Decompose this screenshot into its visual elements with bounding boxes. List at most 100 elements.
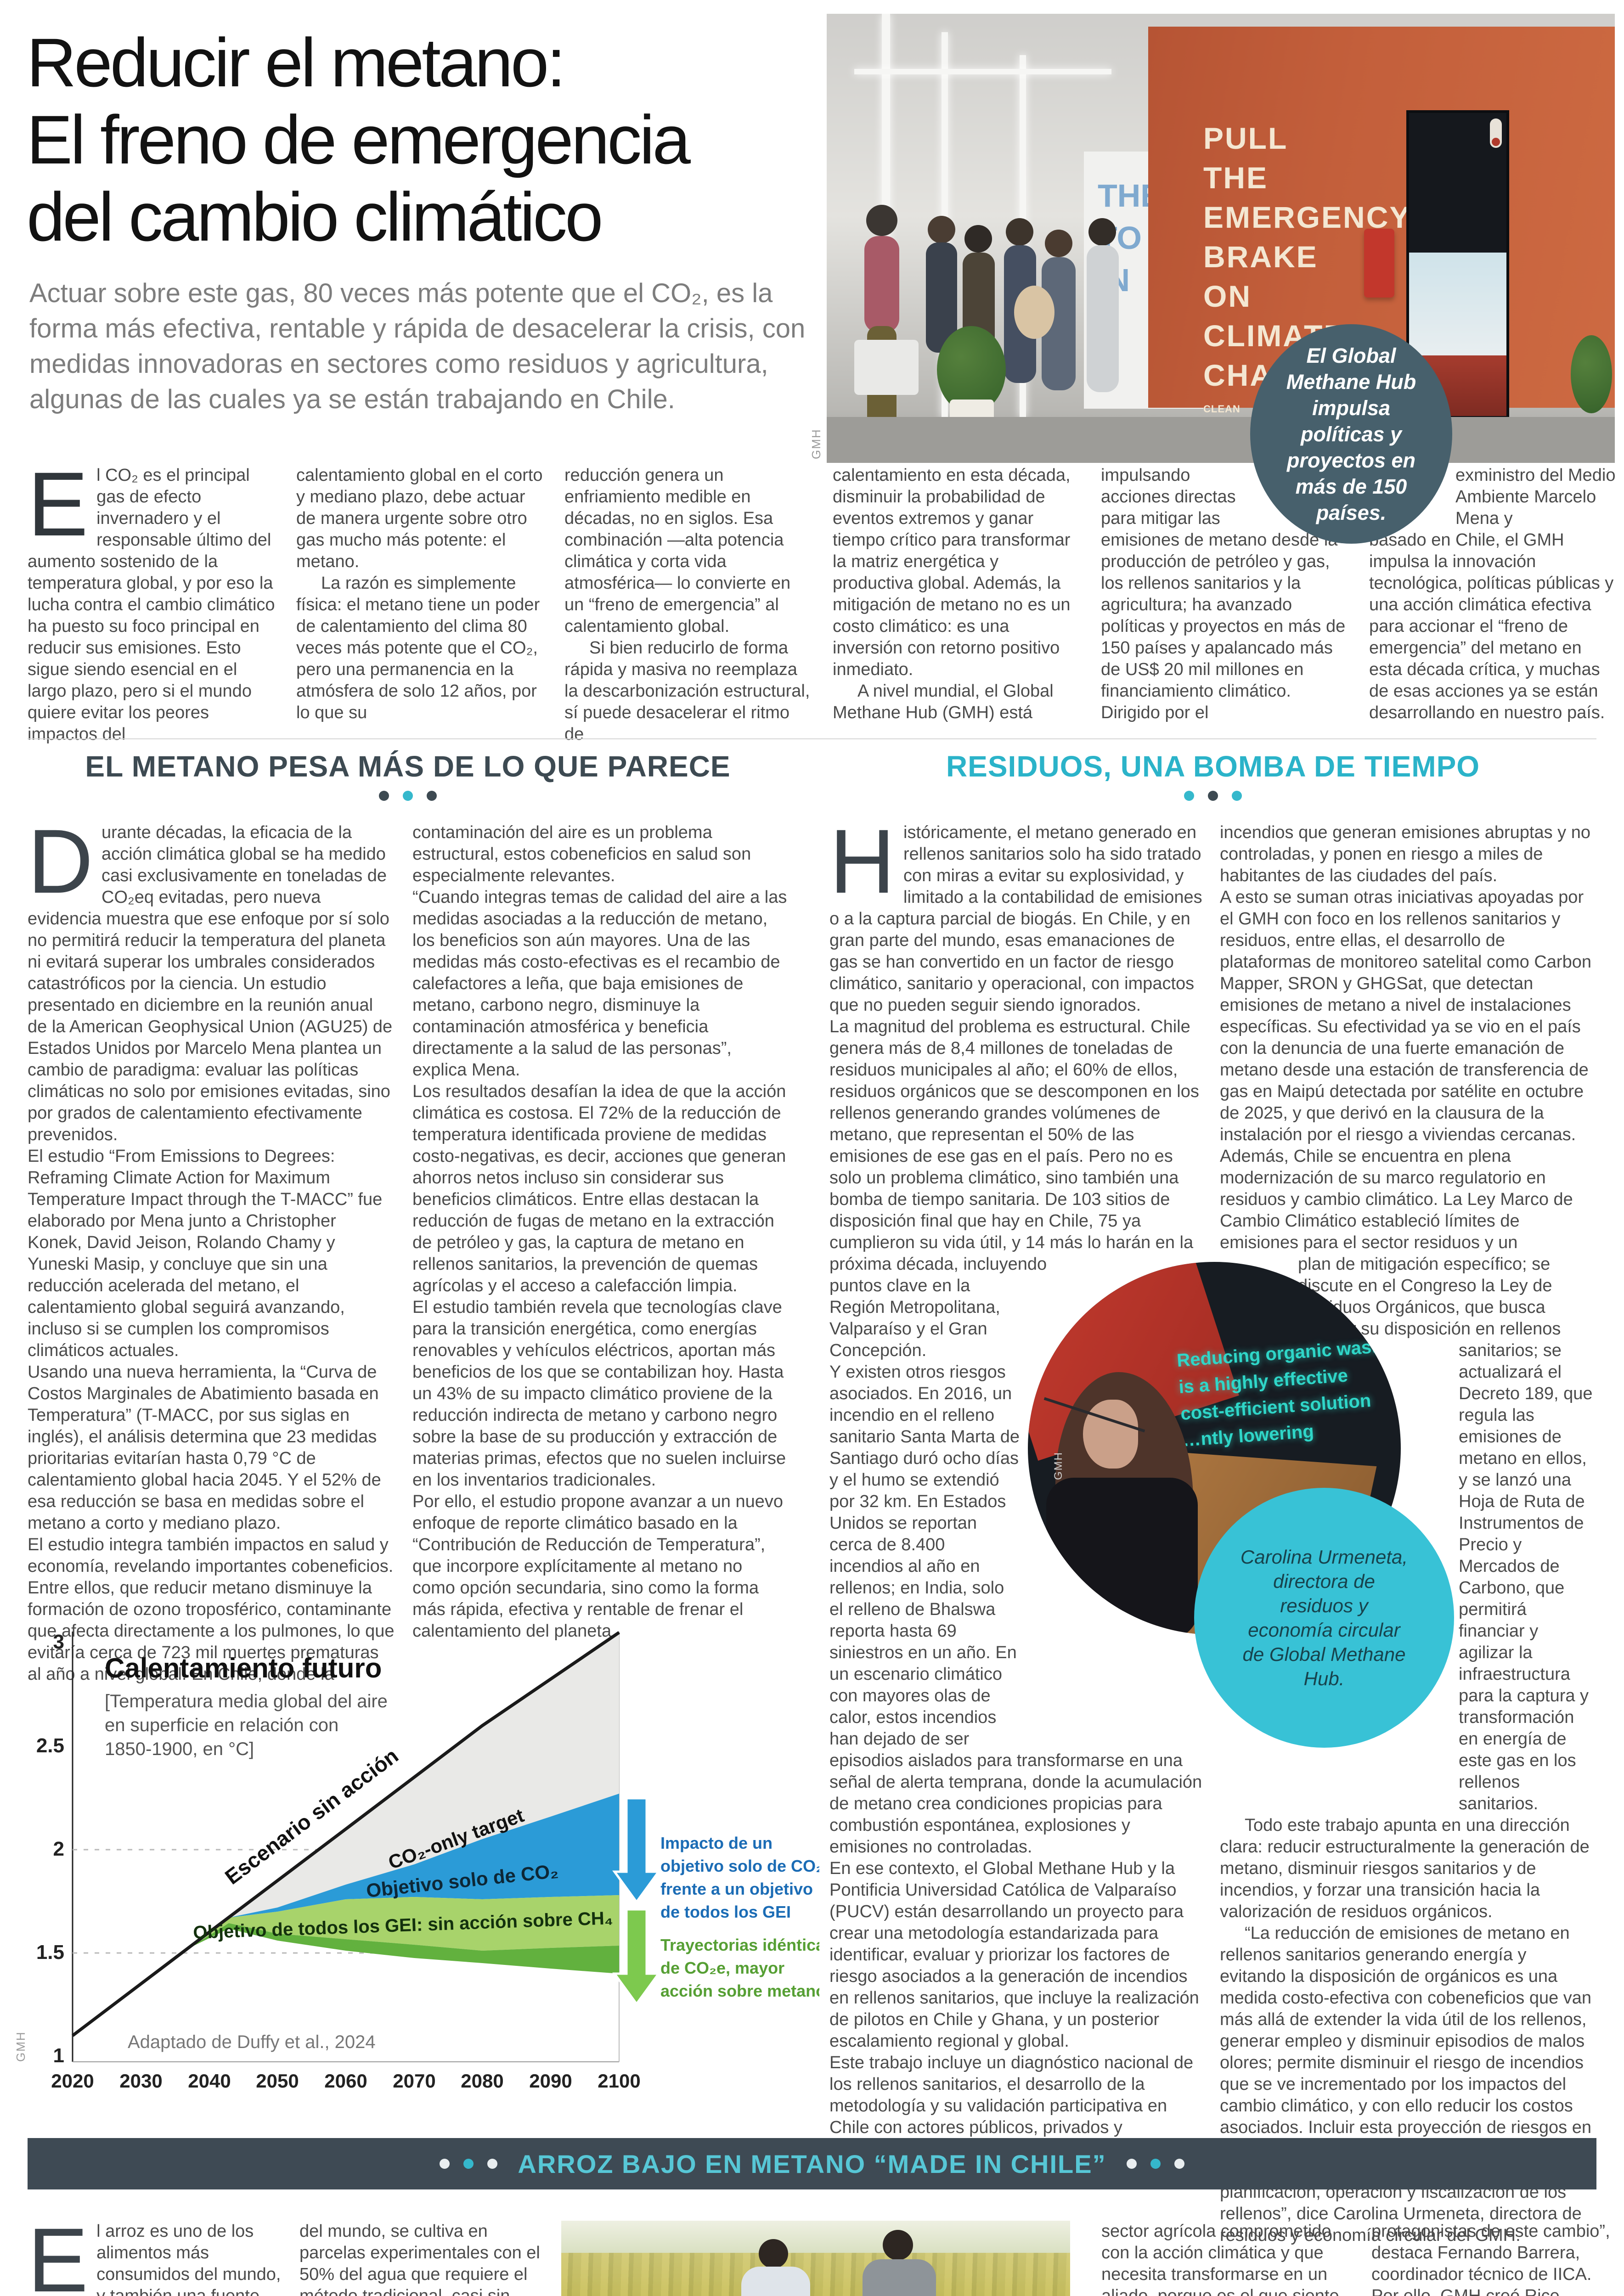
speaker-caption: Carolina Urmeneta, directora de residuos…	[1194, 1488, 1454, 1748]
emergency-brake-sign	[1364, 229, 1394, 298]
annotation-green: acción sobre metano	[660, 1981, 819, 2000]
section1-title: EL METANO PESA MÁS DE LO QUE PARECE	[85, 750, 731, 783]
intro-text: impulsando acciones directas para mitiga…	[1101, 466, 1236, 528]
section2-title: RESIDUOS, UNA BOMBA DE TIEMPO	[946, 750, 1480, 783]
page-title: Reducir el metano: El freno de emergenci…	[27, 24, 691, 255]
section3-column-6: protagonistas de este cambio”, destaca F…	[1371, 2221, 1615, 2296]
dropcap: E	[28, 2209, 89, 2296]
section3-column-2: del mundo, se cultiva en parcelas experi…	[299, 2221, 540, 2296]
section-dot	[1184, 791, 1194, 801]
intro-column-6: exministro del Medio Ambiente Marcelo Me…	[1369, 465, 1618, 731]
x-tick: 2070	[393, 2070, 435, 2092]
x-tick: 2090	[529, 2070, 572, 2092]
screen-image	[1409, 252, 1506, 355]
intro-text: A nivel mundial, el Global Methane Hub (…	[833, 681, 1054, 722]
y-tick: 2.5	[36, 1734, 64, 1757]
annotation-green: de CO₂e, mayor	[660, 1958, 784, 1977]
x-tick: 2020	[51, 2070, 94, 2092]
article-text: La magnitud del problema es estructural.…	[829, 1017, 1199, 1274]
intro-text: emisiones de metano desde la producción …	[1101, 530, 1346, 722]
y-tick: 3	[53, 1631, 64, 1653]
article-text: “La reducción de emisiones de metano en …	[1220, 1924, 1592, 2245]
dropcap: H	[829, 810, 895, 912]
article-text: Usando una nueva herramienta, la “Curva …	[28, 1362, 381, 1533]
article-text: Todo este trabajo apunta en una direcció…	[1220, 1816, 1590, 1921]
article-text: Los resultados desafían la idea de que l…	[412, 1082, 786, 1295]
article-text: sector agrícola comprometido con la acci…	[1101, 2222, 1339, 2296]
x-tick: 2060	[324, 2070, 367, 2092]
section-dot	[1232, 791, 1242, 801]
chart-title: Calentamiento futuro	[105, 1653, 382, 1683]
section3-dots-left	[440, 2159, 498, 2169]
chart-source: Adaptado de Duffy et al., 2024	[128, 2032, 376, 2052]
intro-text: calentamiento global en el corto y media…	[296, 466, 543, 571]
x-tick: 2040	[188, 2070, 231, 2092]
no-action-area	[229, 1632, 619, 1918]
plant	[1571, 335, 1612, 413]
article-text: En ese contexto, el Global Methane Hub y…	[829, 1859, 1199, 2051]
tent-beam	[854, 69, 1111, 74]
section3-dots-right	[1126, 2159, 1184, 2169]
screen-text: Reducing organic waste is a highly effec…	[1176, 1336, 1389, 1451]
person-head	[883, 2230, 913, 2260]
person-tshirt	[863, 2259, 936, 2296]
section3-title: ARROZ BAJO EN METANO “MADE IN CHILE”	[518, 2149, 1106, 2178]
y-tick: 2	[53, 1838, 64, 1860]
section3-column-5: sector agrícola comprometido con la acci…	[1101, 2221, 1347, 2296]
annotation-green: Trayectorias idénticas	[660, 1936, 819, 1954]
article-text: episodios aislados para transformarse en…	[829, 1751, 1202, 1857]
article-text: urante décadas, la eficacia de la acción…	[28, 823, 393, 1144]
section-dot	[1150, 2159, 1161, 2169]
intro-column-1: E l CO₂ es el principal gas de efecto in…	[28, 459, 276, 744]
annotation-blue: objetivo solo de CO₂	[660, 1857, 819, 1875]
section-dot	[1174, 2159, 1184, 2169]
section2-dots	[829, 791, 1596, 801]
x-tick: 2080	[461, 2070, 503, 2092]
co2-only-area	[229, 1794, 619, 1918]
annotation-blue: frente a un objetivo	[660, 1880, 813, 1898]
article-text: incendios que generan emisiones abruptas…	[1220, 823, 1590, 885]
chart-subtitle-line: 1850-1900, en °C]	[105, 1739, 254, 1759]
carpet	[827, 417, 1615, 463]
section3-title-bar: ARROZ BAJO EN METANO “MADE IN CHILE”	[28, 2138, 1596, 2189]
chart-subtitle-line: en superficie en relación con	[105, 1715, 338, 1735]
photo-credit: GMH	[1052, 1452, 1065, 1480]
article-text: l arroz es uno de los alimentos más cons…	[96, 2222, 281, 2296]
article-text: Por ello, el estudio propone avanzar a u…	[412, 1492, 783, 1641]
person-shirt	[741, 2267, 810, 2296]
no-action-line	[71, 1631, 620, 2037]
article-text: Además, Chile se encuentra en plena mode…	[1220, 1147, 1573, 1252]
intro-text: calentamiento en esta década, disminuir …	[833, 466, 1071, 679]
intro-column-2: calentamiento global en el corto y media…	[296, 465, 545, 731]
co2-impact-arrow-icon	[612, 1797, 661, 1904]
article-text: “Cuando integras temas de calidad del ai…	[412, 888, 787, 1080]
article-text: contaminación del aire es un problema es…	[412, 823, 751, 885]
rice-field-photo	[561, 2221, 1070, 2296]
plant	[937, 326, 1006, 413]
speaker-face	[1083, 1400, 1138, 1469]
y-tick: 1	[53, 2044, 64, 2067]
section3-column-1: E l arroz es uno de los alimentos más co…	[28, 2209, 285, 2296]
section-divider	[28, 738, 1596, 739]
rice-rows	[561, 2253, 1070, 2296]
article-text: puntos clave en la Región Metropolitana,…	[829, 1276, 1020, 1749]
intro-column-3: reducción genera un enfriamiento medible…	[564, 465, 813, 744]
intro-text: La razón es simplemente física: el metan…	[296, 574, 540, 722]
article-text: plan de mitigación específico; se discut…	[1298, 1255, 1561, 1339]
speaker-torso	[1046, 1478, 1198, 1635]
section-dot	[1126, 2159, 1137, 2169]
section-dot	[440, 2159, 450, 2169]
article-text: A esto se suman otras iniciativas apoyad…	[1220, 888, 1591, 1144]
intro-column-5: impulsando acciones directas para mitiga…	[1101, 465, 1350, 731]
intro-text: exministro del Medio Ambiente Marcelo Me…	[1455, 466, 1616, 528]
x-tick: 2030	[119, 2070, 162, 2092]
section-dot	[1208, 791, 1218, 801]
article-text: El estudio “From Emissions to Degrees: R…	[28, 1147, 383, 1360]
article-text: sanitarios; se actualizará el Decreto 18…	[1459, 1341, 1593, 1813]
all-ghg-area	[187, 1895, 619, 1951]
intro-column-4: calentamiento en esta década, disminuir …	[833, 465, 1082, 731]
field-horizon	[561, 2221, 1070, 2253]
intro-text: reducción genera un enfriamiento medible…	[564, 466, 791, 636]
annotation-blue: de todos los GEI	[660, 1902, 791, 1921]
